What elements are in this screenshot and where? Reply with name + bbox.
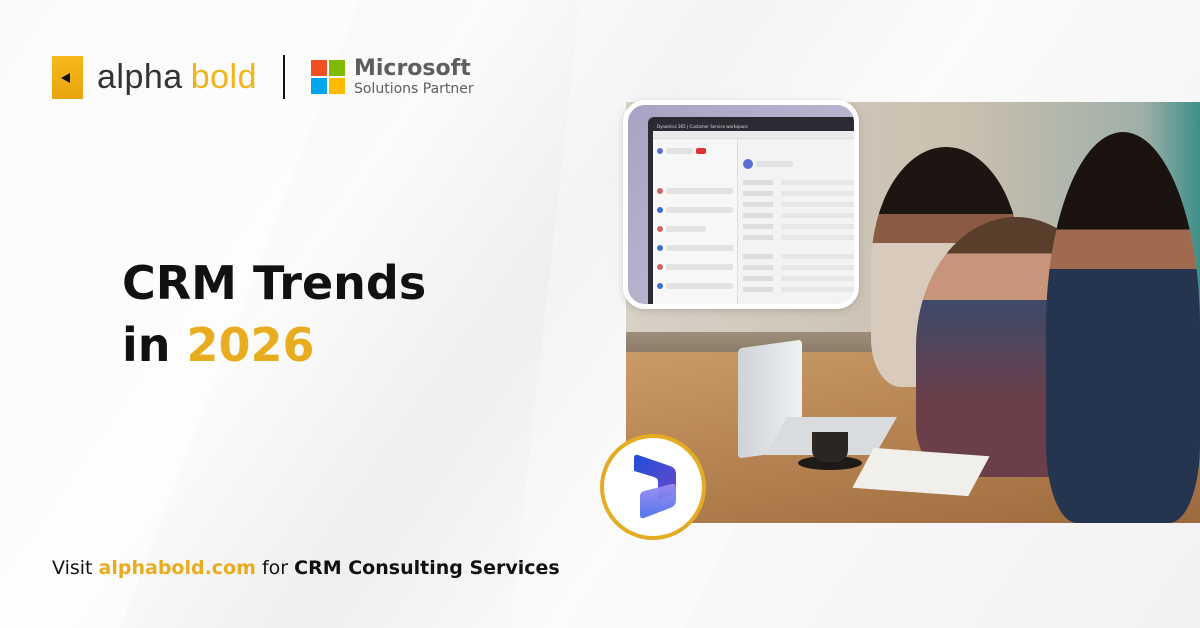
photo-cup [812, 432, 848, 462]
footer-for: for [255, 557, 295, 579]
footer-cta: Visit alphabold.com for CRM Consulting S… [52, 557, 560, 579]
alphabold-logo: alpha bold [97, 58, 257, 97]
alphabold-logo-mark [52, 55, 83, 99]
microsoft-text: Microsoft [353, 56, 471, 81]
photo-saucer [798, 456, 862, 470]
headline: CRM Trends in 2026 [122, 252, 426, 376]
headline-line1: CRM Trends [122, 256, 427, 310]
headline-prefix: in [122, 318, 187, 372]
crm-conversation-panel [653, 139, 738, 304]
logo-row: alpha bold Microsoft Solutions Partner [52, 55, 474, 99]
logo-divider [282, 55, 285, 99]
dynamics-365-badge [600, 434, 706, 540]
microsoft-logo-icon [310, 60, 345, 94]
microsoft-partner-label: Microsoft Solutions Partner [353, 56, 474, 97]
headline-line2: in 2026 [122, 314, 426, 376]
photo-notebook [852, 447, 990, 497]
crm-screenshot-inset: Dynamics 365 | Customer Service workspac… [623, 100, 859, 309]
website-link[interactable]: alphabold.com [98, 557, 256, 579]
headline-year: 2026 [186, 318, 315, 372]
crm-app-title: Dynamics 365 | Customer Service workspac… [653, 122, 854, 131]
footer-service: CRM Consulting Services [294, 557, 560, 579]
footer-visit: Visit [52, 557, 99, 579]
logo-bold: bold [190, 57, 257, 96]
crm-details-panel [743, 144, 854, 304]
solutions-partner-text: Solutions Partner [353, 81, 474, 97]
crm-screen: Dynamics 365 | Customer Service workspac… [648, 117, 854, 304]
team-photo [626, 102, 1200, 523]
photo-person [1046, 132, 1200, 523]
dynamics-365-logo-icon [634, 454, 676, 519]
crm-toolbar [653, 131, 854, 139]
logo-alpha: alpha [97, 57, 183, 96]
